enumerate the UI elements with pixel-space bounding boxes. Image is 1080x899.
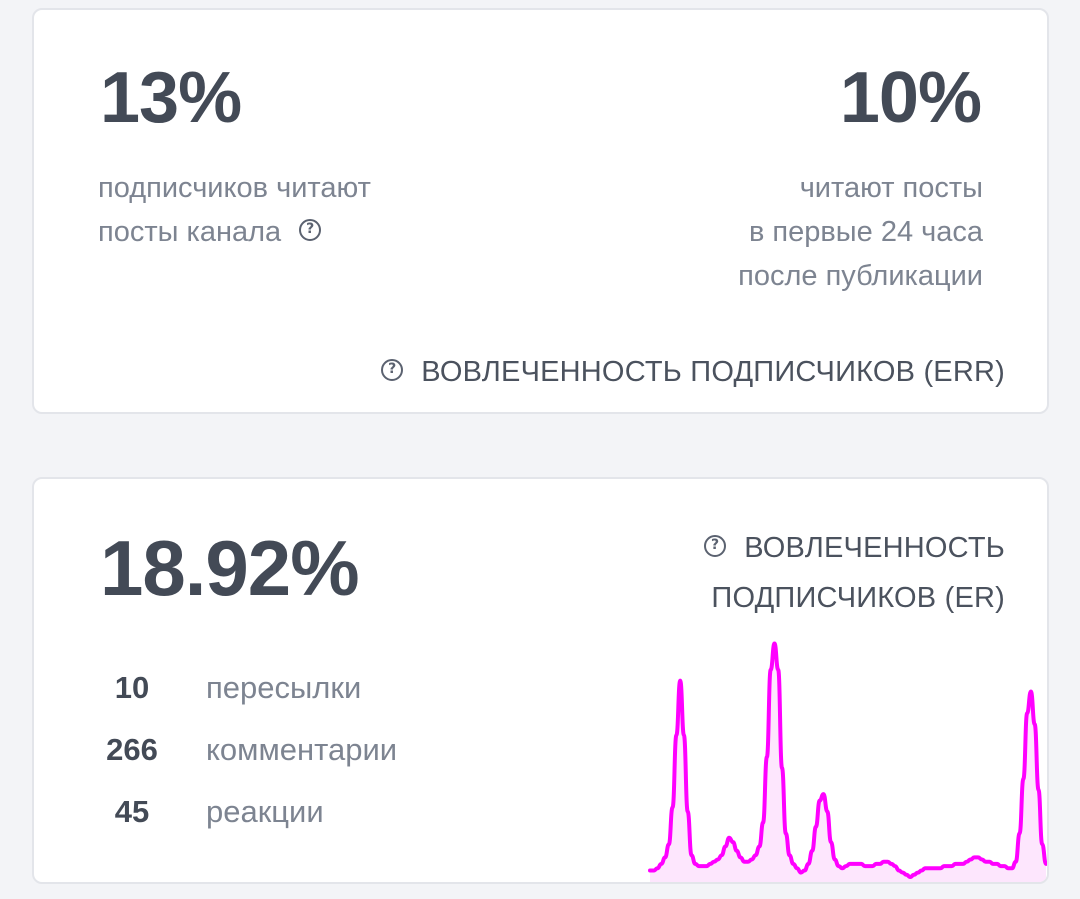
engagement-stats: 10 пересылки 266 комментарии 45 реакции [92,657,397,843]
err-percent: 13% [100,58,242,138]
forwards-label: пересылки [206,670,362,705]
err-caption-line-1: подписчиков читают [98,172,371,204]
first-day-caption-line-2: в первые 24 часа [748,216,983,248]
reactions-count: 45 [114,794,150,829]
er-card: 18.92% ? ВОВЛЕЧЕННОСТЬ ПОДПИСЧИКОВ (ER) 1… [32,477,1049,884]
help-icon[interactable]: ? [381,359,404,382]
stat-row-forwards: 10 пересылки [92,657,397,719]
comments-count: 266 [106,732,158,767]
sparkline-line [648,641,1047,879]
er-section-label-line-2: ПОДПИСЧИКОВ (ER) [711,582,1005,614]
er-section-label-line-1-text: ВОВЛЕЧЕННОСТЬ [744,532,1005,564]
comments-label: комментарии [206,732,398,767]
first-day-caption-line-1: читают посты [799,172,983,204]
first-day-caption: читают посты в первые 24 часа после публ… [738,166,983,298]
help-icon[interactable]: ? [704,535,727,558]
er-sparkline [648,641,1047,882]
first-day-percent: 10% [839,58,982,138]
err-caption-line-2: посты канала? [98,210,371,254]
help-icon[interactable]: ? [299,219,322,242]
err-caption: подписчиков читают посты канала? [98,166,371,254]
er-percent: 18.92% [100,524,360,612]
er-section-label-line-1: ? ВОВЛЕЧЕННОСТЬ [704,523,1005,573]
err-caption-line-2-text: посты канала [98,216,282,248]
err-section-label[interactable]: ? ВОВЛЕЧЕННОСТЬ ПОДПИСЧИКОВ (ERR) [381,356,1005,389]
first-day-caption-line-3: после публикации [738,260,983,292]
er-section-label[interactable]: ? ВОВЛЕЧЕННОСТЬ ПОДПИСЧИКОВ (ER) [704,523,1005,623]
err-section-label-text: ВОВЛЕЧЕННОСТЬ ПОДПИСЧИКОВ (ERR) [421,356,1005,388]
stat-row-reactions: 45 реакции [92,781,397,843]
sparkline-area [650,643,1046,882]
stat-row-comments: 266 комментарии [92,719,397,781]
reactions-label: реакции [206,794,324,829]
forwards-count: 10 [114,670,150,705]
err-card: 13% 10% подписчиков читают посты канала?… [32,8,1049,414]
